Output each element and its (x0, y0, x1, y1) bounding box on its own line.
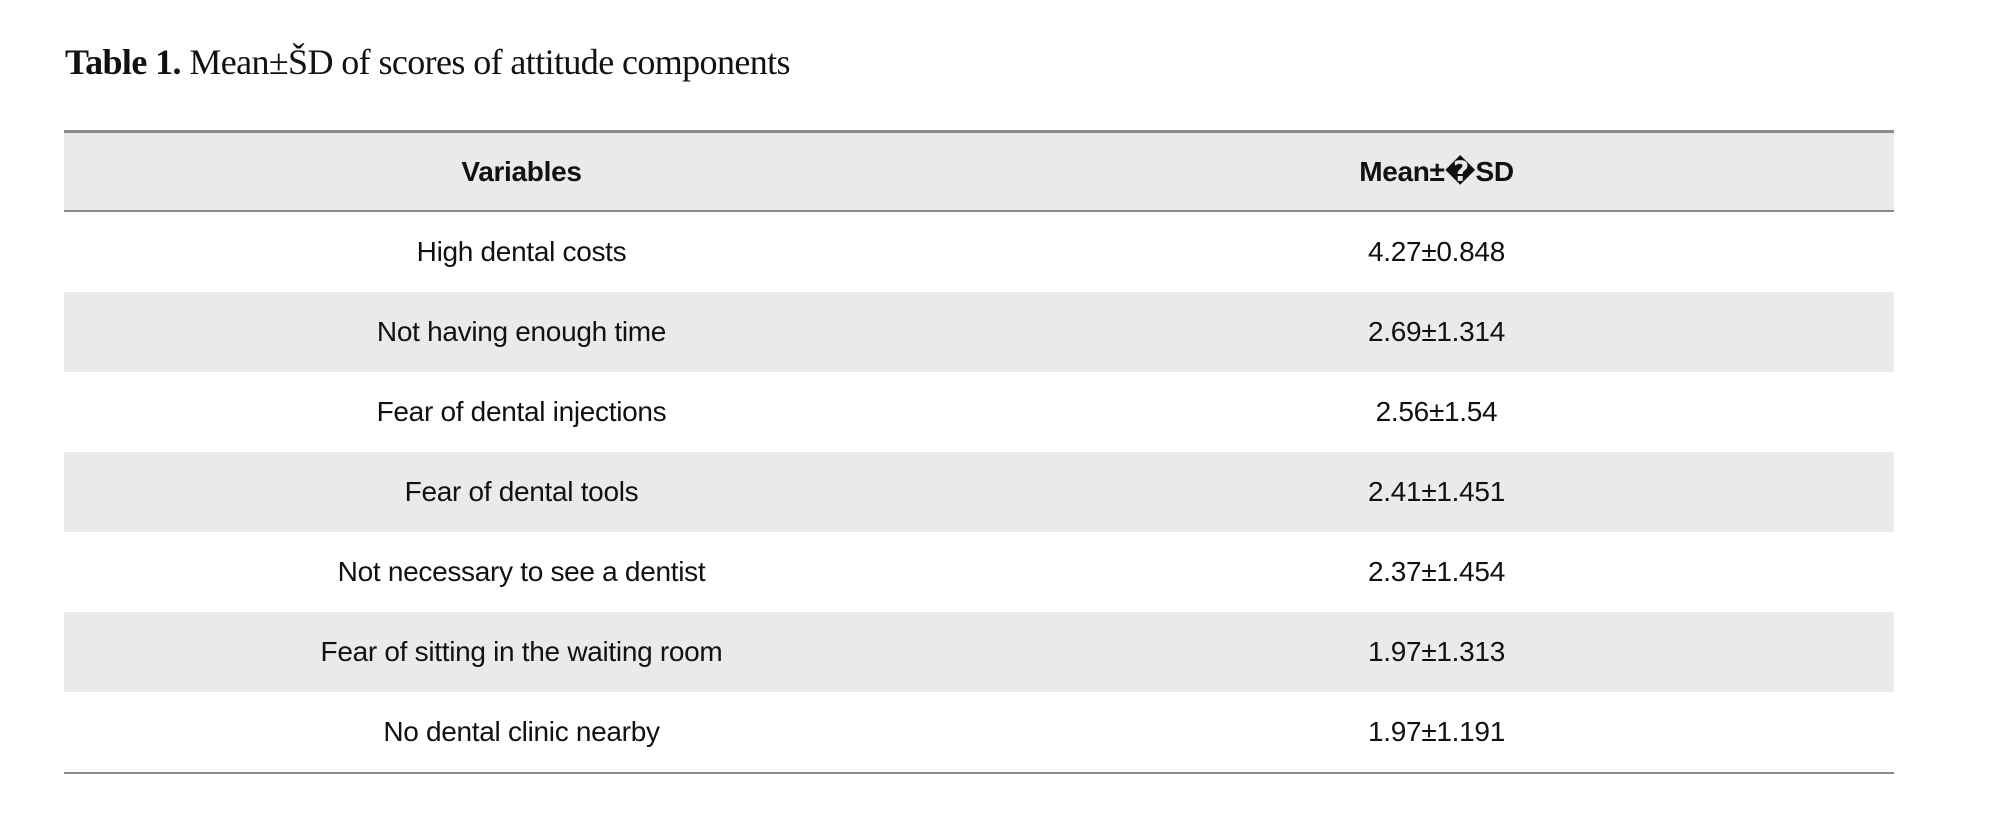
table-row: Fear of sitting in the waiting room 1.97… (64, 612, 1894, 692)
variable-cell: Fear of dental injections (376, 396, 667, 427)
table-row: High dental costs 4.27±0.848 (64, 211, 1894, 292)
table-row: Not necessary to see a dentist 2.37±1.45… (64, 532, 1894, 612)
table-row: Fear of dental injections 2.56±1.54 (64, 372, 1894, 452)
table-caption: Table 1. Mean±ŠD of scores of attitude c… (65, 40, 791, 84)
mean-sd-cell: 2.37±1.454 (1368, 556, 1505, 587)
mean-sd-cell: 1.97±1.313 (1368, 636, 1505, 667)
mean-sd-cell: 2.41±1.451 (1368, 476, 1505, 507)
mean-sd-cell: 2.56±1.54 (1375, 396, 1498, 427)
mean-sd-cell: 1.97±1.191 (1368, 716, 1505, 747)
mean-sd-cell: 4.27±0.848 (1368, 236, 1505, 267)
column-header-variables: Variables (461, 155, 582, 187)
variable-cell: Fear of dental tools (404, 476, 639, 507)
variable-cell: Not necessary to see a dentist (337, 556, 706, 587)
variable-cell: High dental costs (416, 236, 627, 267)
table-row: Fear of dental tools 2.41±1.451 (64, 452, 1894, 532)
table-caption-label: Table 1. (65, 42, 182, 82)
attitude-table-container: Variables Mean±�SD High dental costs 4.2… (64, 130, 1894, 774)
table-header-row: Variables Mean±�SD (64, 131, 1894, 211)
attitude-scores-table: Variables Mean±�SD High dental costs 4.2… (64, 130, 1894, 774)
table-row: Not having enough time 2.69±1.314 (64, 292, 1894, 372)
mean-sd-cell: 2.69±1.314 (1368, 316, 1505, 347)
table-header: Variables Mean±�SD (64, 131, 1894, 211)
table-body: High dental costs 4.27±0.848 Not having … (64, 211, 1894, 773)
table-caption-text: Mean±ŠD of scores of attitude components (189, 42, 790, 82)
variable-cell: No dental clinic nearby (383, 716, 660, 747)
column-header-mean-sd: Mean±�SD (1359, 156, 1514, 187)
variable-cell: Fear of sitting in the waiting room (320, 636, 723, 667)
variable-cell: Not having enough time (376, 316, 667, 347)
table-row: No dental clinic nearby 1.97±1.191 (64, 692, 1894, 773)
